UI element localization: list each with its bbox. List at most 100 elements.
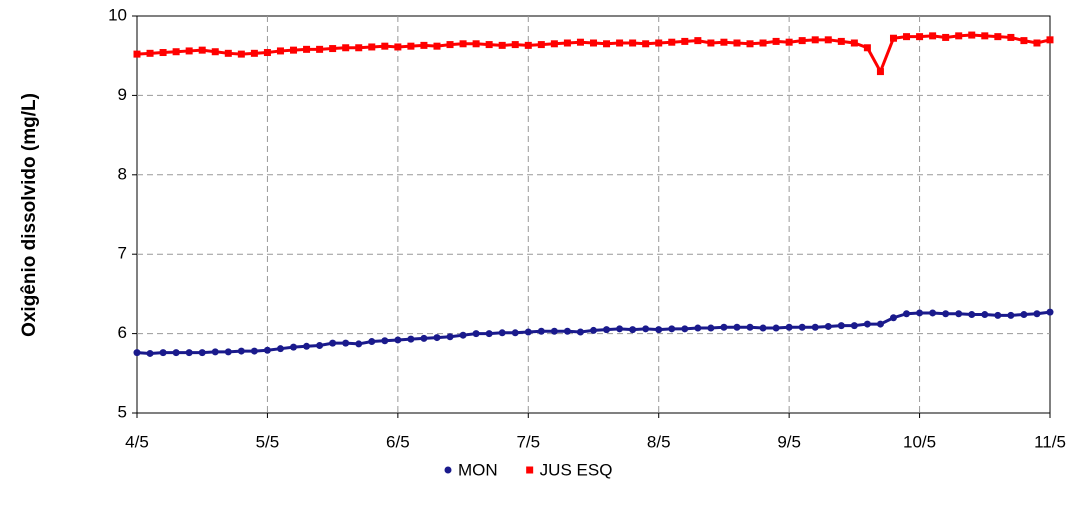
marker [1007,311,1015,319]
marker [642,325,650,333]
marker [446,333,454,341]
marker [159,49,167,57]
marker [785,38,793,46]
marker [889,34,897,42]
marker [198,349,206,357]
y-tick-label: 7 [118,244,127,263]
marker [863,320,871,328]
marker [655,326,663,334]
y-tick-label: 8 [118,164,127,183]
marker [824,36,832,44]
marker [185,47,193,55]
marker [159,349,167,357]
marker [237,347,245,355]
marker [876,68,884,76]
x-tick-label: 8/5 [647,432,671,451]
marker [329,339,337,347]
marker [511,41,519,49]
marker [955,310,963,318]
marker [316,45,324,53]
x-tick-label: 10/5 [903,432,936,451]
marker [642,40,650,48]
marker [355,340,363,348]
marker [368,338,376,346]
marker [433,334,441,342]
marker [916,309,924,317]
marker [981,32,989,40]
marker [524,328,532,336]
marker [1046,36,1054,44]
marker [759,39,767,47]
marker [290,343,298,351]
marker [629,39,637,47]
marker [707,324,715,332]
marker [876,320,884,328]
plot-frame [136,15,1051,414]
marker [237,50,245,58]
marker [850,322,858,330]
marker [368,43,376,51]
marker [250,347,258,355]
marker [903,310,911,318]
marker [563,39,571,47]
x-tick-label: 4/5 [125,432,149,451]
marker [863,44,871,52]
marker [498,41,506,49]
marker [590,39,597,47]
marker [968,311,976,319]
marker [342,44,350,52]
marker [485,41,493,49]
marker [916,33,924,41]
marker [942,33,950,41]
x-tick-label: 6/5 [386,432,410,451]
marker [133,50,141,58]
marker [720,38,728,46]
marker [772,324,780,332]
marker [381,42,389,50]
marker [603,40,611,48]
marker [655,39,663,47]
marker [929,309,937,317]
marker [785,323,793,331]
marker [759,324,767,332]
marker [420,41,428,49]
marker [746,40,754,48]
marker [968,31,976,39]
y-tick-label: 6 [118,323,127,342]
marker [1020,37,1028,45]
marker [537,327,545,335]
marker [955,32,963,40]
marker [1033,310,1041,318]
marker [889,314,897,322]
marker [772,37,780,45]
marker [433,42,441,50]
marker [850,39,858,47]
marker [211,348,219,356]
y-tick-label: 5 [118,402,127,421]
marker [629,326,637,334]
marker [303,342,311,350]
marker [720,323,728,331]
marker [1007,33,1015,41]
marker [576,328,584,336]
marker [994,311,1002,319]
marker [459,331,467,339]
marker [185,349,193,357]
marker [576,38,584,46]
marker [798,37,806,45]
marker [1020,311,1028,319]
marker [798,323,806,331]
marker [342,339,350,347]
marker [146,49,154,57]
marker [811,323,819,331]
marker [1046,308,1054,316]
x-tick-label: 5/5 [256,432,280,451]
marker [550,40,558,48]
marker [394,336,402,344]
marker [485,330,493,338]
marker [407,42,415,50]
marker [681,37,689,45]
y-axis-label: Oxigênio dissolvido (mg/L) [19,93,40,337]
marker [981,311,989,319]
marker [837,37,845,45]
